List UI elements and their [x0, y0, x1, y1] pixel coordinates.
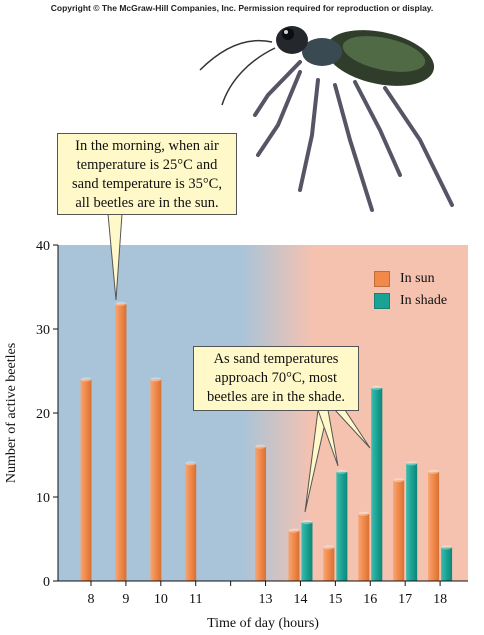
- y-tick-label: 20: [36, 407, 50, 422]
- bar-sun-16-cap: [358, 511, 370, 516]
- bar-sun-10: [150, 379, 162, 581]
- legend-item-shade: In shade: [374, 293, 447, 309]
- morning-callout: In the morning, when air temperature is …: [57, 133, 237, 215]
- x-axis: 8 9 10 11 13 14 15 16 17 18: [88, 581, 447, 607]
- bar-sun-13-cap: [255, 444, 267, 449]
- legend-item-sun: In sun: [374, 271, 435, 287]
- legend-swatch-shade: [374, 293, 390, 309]
- y-tick-label: 30: [36, 323, 50, 338]
- x-tick-label: 14: [293, 592, 307, 607]
- x-axis-label: Time of day (hours): [207, 616, 319, 631]
- y-tick-label: 0: [43, 575, 50, 590]
- legend-label-shade: In shade: [400, 293, 448, 308]
- bar-sun-15: [323, 547, 335, 581]
- copyright-notice: Copyright © The McGraw-Hill Companies, I…: [50, 3, 434, 13]
- bar-sun-8: [80, 379, 92, 581]
- afternoon-callout-line-2: approach 70°C, most: [214, 370, 338, 386]
- bar-shade-18: [441, 547, 453, 581]
- bar-shade-18-cap: [441, 545, 453, 550]
- bar-sun-10-cap: [150, 377, 162, 382]
- bar-sun-14: [288, 530, 300, 581]
- x-tick-label: 15: [328, 592, 342, 607]
- bar-shade-16: [371, 387, 383, 581]
- bar-sun-11-cap: [185, 461, 197, 466]
- legend-label-sun: In sun: [400, 271, 435, 286]
- y-axis: 0 10 20 30 40: [36, 239, 58, 590]
- bar-shade-15: [336, 471, 348, 581]
- bar-sun-9-cap: [115, 301, 127, 306]
- afternoon-callout-line-1: As sand temperatures: [213, 351, 339, 367]
- afternoon-callout-line-3: beetles are in the shade.: [206, 389, 346, 405]
- x-tick-label: 9: [122, 592, 129, 607]
- bar-group: [80, 301, 453, 581]
- bar-sun-14-cap: [288, 528, 300, 533]
- afternoon-callout: As sand temperatures approach 70°C, most…: [193, 346, 359, 411]
- y-axis-label: Number of active beetles: [4, 343, 19, 483]
- legend-swatch-sun: [374, 271, 390, 287]
- tiger-beetle-illustration: [199, 26, 454, 212]
- morning-callout-line-2: temperature is 25°C and: [76, 157, 218, 173]
- bar-shade-16-cap: [371, 385, 383, 390]
- bar-sun-17-cap: [393, 478, 405, 483]
- bar-sun-18-cap: [428, 469, 440, 474]
- x-tick-label: 10: [154, 592, 168, 607]
- morning-callout-line-4: all beetles are in the sun.: [75, 195, 219, 211]
- bar-shade-14: [301, 522, 313, 581]
- bar-sun-15-cap: [323, 545, 335, 550]
- bar-sun-18: [428, 471, 440, 581]
- bar-sun-16: [358, 513, 370, 581]
- bar-sun-9: [115, 303, 127, 581]
- bar-sun-17: [393, 480, 405, 581]
- x-tick-label: 18: [433, 592, 447, 607]
- morning-callout-line-1: In the morning, when air: [75, 138, 219, 154]
- bar-sun-8-cap: [80, 377, 92, 382]
- x-tick-label: 11: [189, 592, 202, 607]
- x-tick-label: 17: [398, 592, 412, 607]
- bar-sun-11: [185, 463, 197, 581]
- y-tick-label: 10: [36, 491, 50, 506]
- bar-shade-17: [406, 463, 418, 581]
- y-tick-label: 40: [36, 239, 50, 254]
- morning-callout-line-3: sand temperature is 35°C,: [72, 176, 222, 192]
- bar-shade-15-cap: [336, 469, 348, 474]
- x-tick-label: 8: [88, 592, 95, 607]
- bar-shade-17-cap: [406, 461, 418, 466]
- bar-sun-13: [255, 446, 267, 581]
- x-tick-label: 13: [259, 592, 273, 607]
- x-tick-label: 16: [363, 592, 377, 607]
- bar-shade-14-cap: [301, 520, 313, 525]
